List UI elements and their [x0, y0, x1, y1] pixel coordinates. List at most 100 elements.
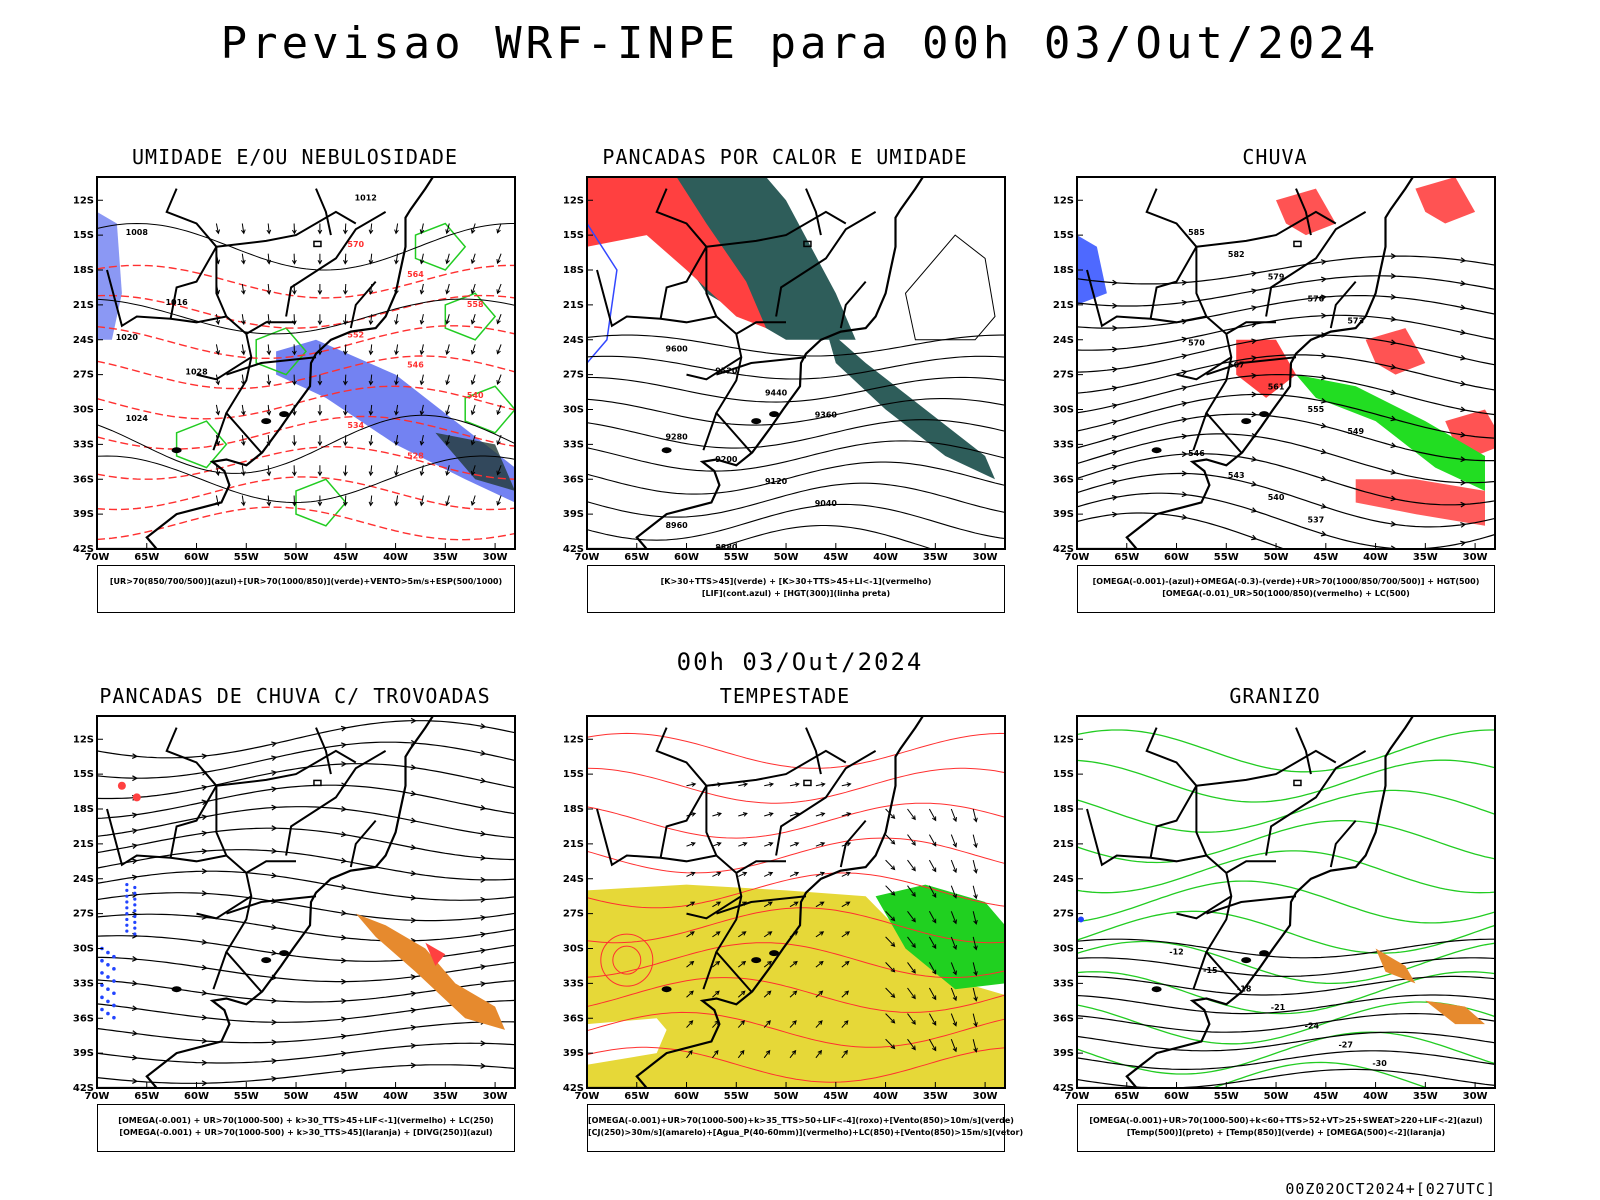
- streamline-arrow: [1460, 501, 1467, 508]
- wind-vector: [470, 434, 476, 446]
- wind-vector: [419, 223, 425, 235]
- streamline-arrow: [480, 750, 487, 756]
- streamline: [1077, 255, 1495, 285]
- wind-vector: [928, 987, 937, 1001]
- streamline-arrow: [1320, 475, 1327, 482]
- map-frame: [96, 715, 516, 1089]
- divergence-dot: [106, 987, 110, 991]
- wind-vector: [764, 812, 774, 817]
- wind-vector: [445, 465, 450, 477]
- wind-vector: [470, 404, 476, 416]
- lon-label: 35W: [923, 1091, 948, 1102]
- wind-vector: [470, 314, 476, 325]
- contour-label: 546: [1188, 449, 1205, 458]
- wind-vector: [394, 314, 399, 326]
- wind-vector: [343, 465, 348, 477]
- wind-vector: [950, 911, 957, 925]
- streamline-arrow: [131, 843, 139, 849]
- thunder-red-dot: [117, 781, 126, 790]
- wind-vector: [496, 283, 502, 295]
- valid-time-title: 00h 03/Out/2024: [676, 648, 924, 676]
- contour-label: 540: [467, 391, 484, 400]
- wind-vector: [841, 1020, 849, 1028]
- country-border: [1086, 808, 1207, 867]
- thunder-orange-area: [355, 913, 505, 1030]
- divergence-dot: [133, 920, 137, 924]
- wind-vector: [317, 465, 323, 477]
- streamline-arrow: [1320, 503, 1327, 509]
- country-border: [659, 785, 708, 858]
- lat-label: 12S: [563, 734, 584, 745]
- divergence-dot: [112, 1003, 116, 1008]
- height-contour: [587, 503, 1005, 541]
- thickness-contour: [97, 476, 515, 511]
- divergence-dot: [125, 900, 129, 904]
- country-border: [1206, 356, 1297, 376]
- lagoon: [279, 411, 290, 418]
- lon-label: 65W: [624, 1091, 649, 1102]
- streamline-arrow: [1460, 380, 1467, 387]
- wind-vector: [419, 404, 425, 416]
- wind-vector: [815, 812, 826, 817]
- country-border: [196, 356, 252, 381]
- lon-label: 70W: [1065, 1091, 1090, 1102]
- contour-label: 1016: [165, 298, 188, 307]
- wind-vector: [496, 465, 502, 476]
- wind-vector: [815, 931, 825, 938]
- lat-label: 21S: [1053, 300, 1074, 311]
- lat-label: 24S: [1053, 874, 1074, 885]
- lagoon: [769, 950, 780, 957]
- country-border: [225, 854, 262, 993]
- streamline-arrow: [340, 831, 348, 838]
- streamline-arrow: [201, 868, 208, 875]
- lat-label: 33S: [1053, 978, 1074, 989]
- streamline-arrow: [341, 998, 348, 1005]
- country-border: [715, 854, 752, 993]
- country-border: [1145, 727, 1208, 856]
- streamline-arrow: [1181, 433, 1188, 440]
- streamline-arrow: [1320, 422, 1328, 429]
- streamline-arrow: [1390, 363, 1397, 370]
- streamline-arrow: [340, 884, 348, 890]
- streamline-arrow: [1251, 507, 1258, 513]
- lat-label: 24S: [73, 874, 94, 885]
- divergence-dot: [125, 917, 129, 922]
- legend-line: [CJ(250)>30m/s](amarelo)+[Agua_P(40-60mm…: [588, 1128, 1024, 1137]
- wind-vector: [928, 1038, 937, 1052]
- contour-label: 9600: [665, 344, 688, 353]
- wind-vector: [343, 283, 348, 295]
- map-frame: [96, 176, 516, 550]
- streamline-arrow: [1390, 469, 1397, 475]
- map-svg: 5855825795765735705675615555495465435405…: [1053, 176, 1496, 563]
- streamline-arrow: [1181, 369, 1188, 376]
- country-border: [775, 211, 877, 317]
- wind-vector: [841, 960, 850, 968]
- streamline-arrow: [1390, 389, 1397, 396]
- streamline-arrow: [271, 1039, 278, 1046]
- streamline-arrow: [410, 1042, 417, 1049]
- wind-vector: [815, 990, 824, 998]
- streamline-arrow: [1181, 416, 1188, 423]
- country-border: [349, 280, 377, 329]
- streamline-arrow: [1321, 332, 1328, 338]
- wind-vector: [738, 871, 748, 877]
- lat-label: 33S: [73, 978, 94, 989]
- coastline: [587, 716, 925, 1088]
- country-border: [1295, 727, 1312, 775]
- wind-vector: [885, 859, 896, 871]
- wind-vector: [907, 1038, 916, 1051]
- country-border: [106, 808, 227, 867]
- lat-label: 12S: [563, 195, 584, 206]
- thickness-contour: [97, 294, 515, 329]
- wind-vector: [841, 871, 851, 877]
- federal-district: [313, 240, 322, 248]
- thickness-contour: [97, 355, 515, 390]
- streamline-arrow: [1181, 385, 1188, 392]
- unstable-teal-area: [825, 328, 995, 480]
- divergence-dot: [100, 1007, 104, 1012]
- streamline-arrow: [1112, 302, 1119, 309]
- legend-line: [UR>70(850/700/500)](azul)+[UR>70(1000/8…: [109, 577, 503, 586]
- temp850-contour: [1077, 729, 1495, 773]
- wind-vector: [496, 223, 502, 234]
- streamline-arrow: [131, 1054, 139, 1061]
